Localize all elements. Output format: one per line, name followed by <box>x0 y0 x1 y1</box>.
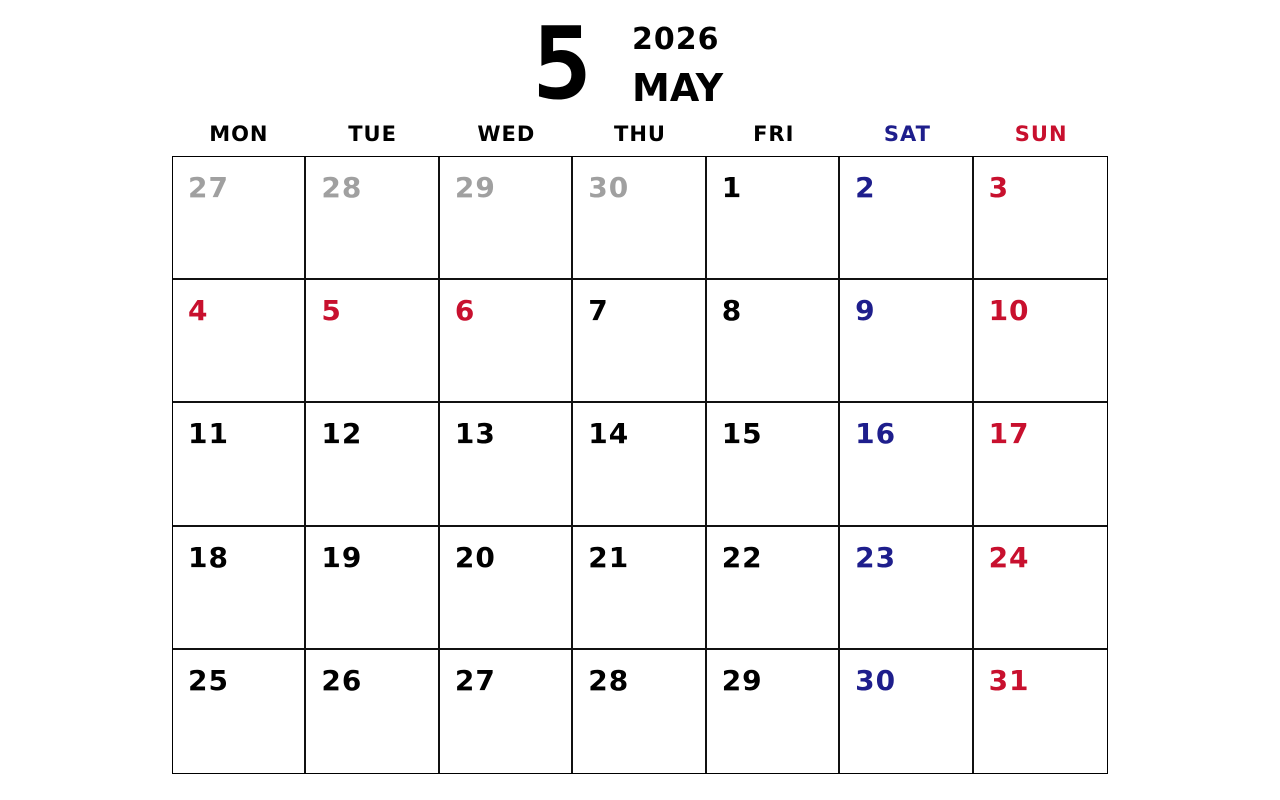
day-number: 15 <box>721 417 763 451</box>
day-cell: 15 <box>706 403 841 527</box>
weekday-thu: THU <box>614 122 666 146</box>
day-cell: 7 <box>573 280 707 404</box>
day-cell: 30 <box>840 649 974 773</box>
day-cell: 14 <box>573 403 707 527</box>
day-number: 31 <box>988 663 1030 697</box>
day-cell: 9 <box>840 280 974 404</box>
day-cell: 30 <box>573 157 707 281</box>
day-cell: 27 <box>173 157 307 281</box>
day-number: 5 <box>321 294 342 328</box>
month-number: 5 <box>532 5 593 122</box>
day-cell: 24 <box>973 527 1107 650</box>
day-number: 16 <box>855 417 897 451</box>
day-number: 26 <box>321 663 363 697</box>
day-number: 12 <box>321 417 363 451</box>
day-number: 11 <box>188 417 229 451</box>
day-number: 1 <box>721 171 743 204</box>
day-cell: 3 <box>973 157 1107 281</box>
day-number: 29 <box>721 663 763 697</box>
day-number: 7 <box>588 294 609 328</box>
day-number: 17 <box>988 417 1030 451</box>
weekday-tue: TUE <box>348 122 397 146</box>
day-cell: 5 <box>306 280 440 404</box>
day-number: 27 <box>188 171 229 204</box>
day-cell: 12 <box>306 403 440 527</box>
day-cell: 31 <box>974 650 1107 773</box>
day-cell: 23 <box>840 526 974 650</box>
day-number: 13 <box>454 417 496 451</box>
weekday-sat: SAT <box>883 122 931 146</box>
day-cell: 28 <box>573 649 707 773</box>
day-number: 9 <box>855 294 876 328</box>
weekday-fri: FRI <box>753 122 795 146</box>
day-number: 27 <box>454 663 496 697</box>
day-number: 21 <box>588 540 630 574</box>
day-cell: 29 <box>439 157 574 281</box>
day-cell: 13 <box>439 403 574 527</box>
day-cell: 27 <box>440 649 574 773</box>
day-cell: 6 <box>439 280 574 404</box>
day-number: 18 <box>188 540 229 574</box>
day-number: 28 <box>588 663 630 697</box>
day-number: 30 <box>588 171 630 204</box>
day-cell: 26 <box>306 649 440 773</box>
day-cell: 19 <box>306 526 440 650</box>
day-number: 6 <box>454 294 476 328</box>
weekday-wed: WED <box>477 122 536 146</box>
day-number: 25 <box>188 663 229 697</box>
weekday-sun: SUN <box>1014 122 1068 146</box>
year-label: 2026 <box>632 22 720 57</box>
day-number: 22 <box>721 540 763 574</box>
day-cell: 17 <box>973 403 1107 527</box>
day-number: 29 <box>454 171 496 204</box>
weekday-mon: MON <box>209 122 269 146</box>
day-cell: 21 <box>573 526 707 650</box>
day-number: 2 <box>855 171 876 204</box>
day-cell: 4 <box>173 280 307 404</box>
day-cell: 16 <box>840 403 974 527</box>
day-cell: 20 <box>439 526 574 650</box>
day-number: 24 <box>988 540 1030 574</box>
day-number: 4 <box>188 294 209 328</box>
day-cell: 10 <box>973 280 1107 404</box>
day-cell: 18 <box>173 526 307 650</box>
day-number: 30 <box>855 663 897 697</box>
day-number: 20 <box>454 540 496 574</box>
day-number: 10 <box>988 294 1030 328</box>
day-number: 23 <box>855 540 897 574</box>
day-cell: 1 <box>706 157 841 281</box>
day-number: 8 <box>721 294 743 328</box>
day-cell: 25 <box>173 649 307 773</box>
day-cell: 29 <box>707 649 841 773</box>
month-name: MAY <box>632 66 724 110</box>
day-number: 19 <box>321 540 363 574</box>
day-number: 14 <box>588 417 630 451</box>
calendar-grid: 27 28 29 30 1 2 3 4 5 6 7 8 9 10 11 12 13 14 15 16 17 18 19 20 2… <box>172 156 1108 774</box>
day-cell: 11 <box>173 403 307 527</box>
day-cell: 28 <box>306 157 440 281</box>
day-cell: 2 <box>840 157 974 281</box>
day-number: 28 <box>321 171 363 204</box>
day-cell: 22 <box>706 526 841 650</box>
day-number: 3 <box>988 171 1010 204</box>
day-cell: 8 <box>706 280 841 404</box>
weekday-header-row: MON TUE WED THU FRI SAT SUN <box>172 122 1108 146</box>
